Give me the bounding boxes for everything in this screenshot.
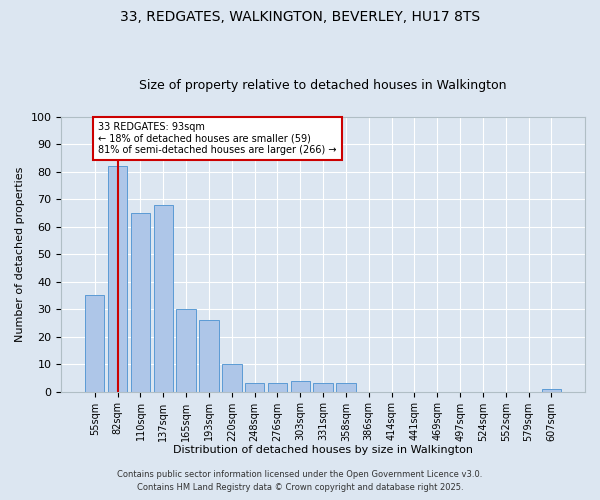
Bar xyxy=(176,309,196,392)
Text: 33, REDGATES, WALKINGTON, BEVERLEY, HU17 8TS: 33, REDGATES, WALKINGTON, BEVERLEY, HU17… xyxy=(120,10,480,24)
Bar xyxy=(108,166,127,392)
Text: Contains public sector information licensed under the Open Government Licence v3: Contains public sector information licen… xyxy=(118,470,482,479)
Bar xyxy=(542,389,561,392)
Bar xyxy=(268,384,287,392)
Bar xyxy=(290,380,310,392)
Bar xyxy=(131,213,150,392)
Text: Contains HM Land Registry data © Crown copyright and database right 2025.: Contains HM Land Registry data © Crown c… xyxy=(137,484,463,492)
Bar xyxy=(336,384,356,392)
Text: 33 REDGATES: 93sqm
← 18% of detached houses are smaller (59)
81% of semi-detache: 33 REDGATES: 93sqm ← 18% of detached hou… xyxy=(98,122,337,156)
Bar xyxy=(245,384,265,392)
X-axis label: Distribution of detached houses by size in Walkington: Distribution of detached houses by size … xyxy=(173,445,473,455)
Bar xyxy=(154,204,173,392)
Title: Size of property relative to detached houses in Walkington: Size of property relative to detached ho… xyxy=(139,79,507,92)
Y-axis label: Number of detached properties: Number of detached properties xyxy=(15,166,25,342)
Bar xyxy=(222,364,242,392)
Bar xyxy=(313,384,333,392)
Bar xyxy=(199,320,218,392)
Bar xyxy=(85,296,104,392)
